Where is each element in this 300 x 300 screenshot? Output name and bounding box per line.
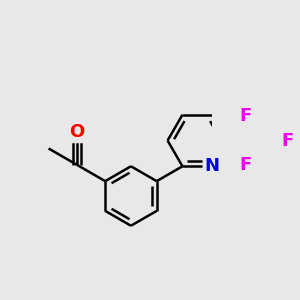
Text: F: F: [239, 107, 252, 125]
Text: O: O: [69, 123, 85, 141]
Text: F: F: [282, 131, 294, 149]
Text: F: F: [239, 156, 252, 174]
Text: N: N: [205, 157, 220, 175]
